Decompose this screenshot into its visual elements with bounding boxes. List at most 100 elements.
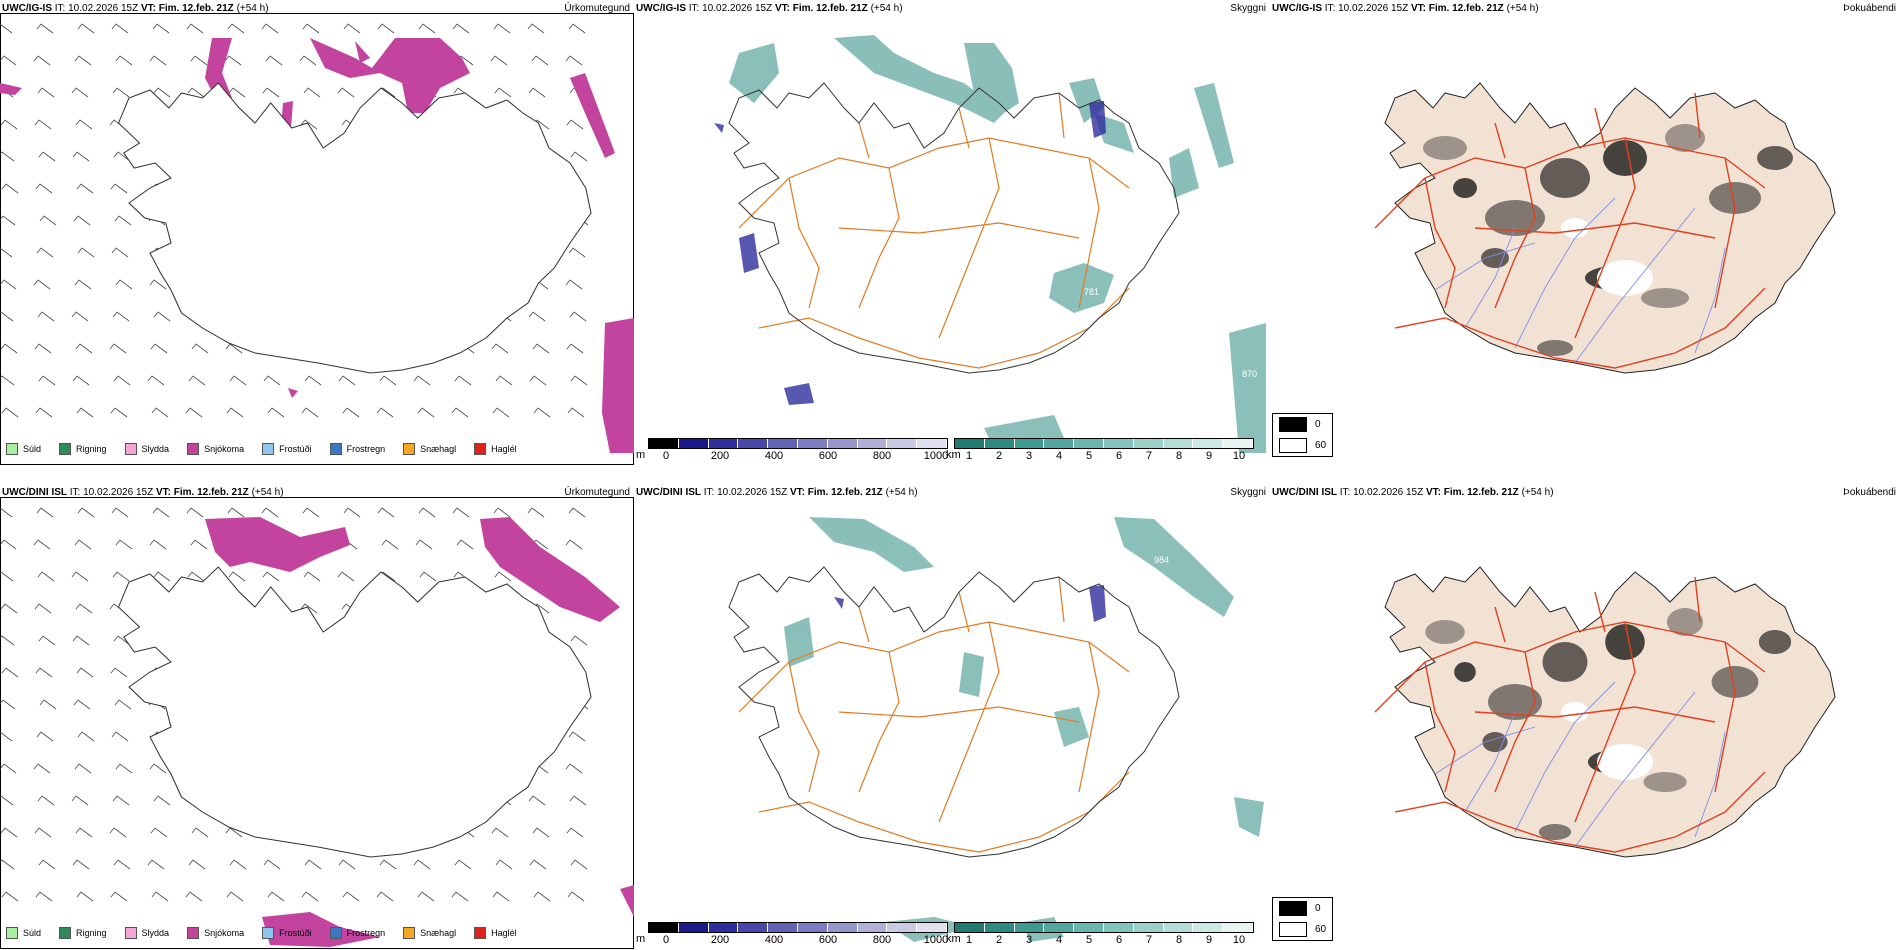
wind-barb <box>33 763 51 774</box>
colorbar-cell <box>857 439 888 448</box>
wind-barb <box>110 183 128 194</box>
legend-swatch <box>403 927 416 939</box>
road-line <box>1714 641 1736 793</box>
legend-label: Súld <box>23 928 42 938</box>
wind-barb <box>114 699 132 710</box>
wind-barb <box>36 23 54 34</box>
legend-label: Haglél <box>491 928 517 938</box>
wind-barb <box>111 247 129 258</box>
wind-barb <box>261 23 279 34</box>
road-line <box>1058 576 1065 623</box>
wind-barb <box>1 667 19 678</box>
precip-legend-item: Rigning <box>59 927 107 939</box>
fog-title: Þokuábendi <box>1843 487 1896 498</box>
wind-barb <box>379 859 397 870</box>
wind-barb <box>187 87 205 98</box>
wind-barb <box>566 119 584 130</box>
wind-barb <box>76 891 94 902</box>
wind-barb <box>186 507 204 518</box>
road-line <box>1494 122 1506 159</box>
ceiling-unit: m <box>636 933 646 945</box>
colorbar-tick-label: 0 <box>662 934 670 946</box>
legend-label: Frostúði <box>279 444 312 454</box>
colorbar-tick-label: 2 <box>995 450 1003 462</box>
colorbar-tick-label: 4 <box>1055 450 1063 462</box>
wind-barb <box>0 571 14 582</box>
colorbar-cell <box>1163 439 1194 448</box>
roads <box>738 92 1130 369</box>
glacier-area <box>1561 702 1589 722</box>
legend-label: Súld <box>23 444 42 454</box>
wind-barb <box>37 571 55 582</box>
wind-barb <box>567 891 585 902</box>
road-line <box>758 287 1130 369</box>
legend-swatch <box>474 927 487 939</box>
wind-barb <box>569 311 587 322</box>
wind-barb <box>304 859 322 870</box>
wind-barb <box>152 23 170 34</box>
wind-barb <box>301 407 319 418</box>
wind-barb <box>0 539 17 550</box>
fog-blob <box>1709 182 1761 214</box>
river-line <box>1574 207 1696 364</box>
road-line <box>858 606 870 643</box>
wind-barb <box>381 539 399 550</box>
wind-barb <box>302 507 320 518</box>
cloud-map-row2: 984 <box>728 517 1264 942</box>
fog-legend-item: 0 <box>1273 898 1332 919</box>
colorbar-tick-label: 400 <box>764 450 784 462</box>
wind-barb <box>495 375 513 386</box>
wind-barb <box>377 23 395 34</box>
colorbar-ticks: 0 200 400 600 800 1000 <box>648 933 948 946</box>
iceland-outline <box>117 566 592 858</box>
cloud-value: 781 <box>1084 287 1099 297</box>
wind-barb <box>72 635 90 646</box>
wind-barb <box>74 539 92 550</box>
ceiling-colorbar: 0 200 400 600 800 1000 <box>648 438 949 462</box>
wind-barb <box>0 119 18 130</box>
fog-legend-label: 0 <box>1315 419 1321 430</box>
road-line <box>1424 177 1456 309</box>
wind-barb <box>419 571 437 582</box>
wind-barb <box>417 407 435 418</box>
wind-barb <box>492 407 510 418</box>
glacier-area <box>1597 260 1653 296</box>
wind-barb <box>491 343 509 354</box>
wind-barb <box>39 699 57 710</box>
colorbar-cell <box>1014 923 1045 932</box>
wind-barb <box>263 859 281 870</box>
colorbar-tick-label: 2 <box>995 934 1003 946</box>
colorbar-tick-label: 1000 <box>923 450 949 462</box>
legend-label: Snjókoma <box>204 928 245 938</box>
wind-barb <box>110 407 128 418</box>
fog-legend-row2: 0 60 <box>1272 897 1334 941</box>
colorbar-tick-label: 3 <box>1025 450 1033 462</box>
wind-barb <box>75 343 93 354</box>
wind-barb <box>75 119 93 130</box>
wind-barb <box>33 55 51 66</box>
precip-legend-item: Snæhagl <box>403 927 456 939</box>
fog-legend-item: 60 <box>1273 435 1332 456</box>
precip-panel-row1: UWC/IG-IS IT: 10.02.2026 15Z VT: Fim. 12… <box>0 3 634 465</box>
wind-barb <box>109 343 127 354</box>
wind-barb <box>187 571 205 582</box>
wind-barb <box>34 119 52 130</box>
wind-barb <box>112 571 130 582</box>
colorbar-cell <box>649 923 679 932</box>
colorbar-cell <box>768 439 798 448</box>
colorbar-swatches <box>648 922 948 933</box>
wind-barb <box>38 859 56 870</box>
wind-barb <box>492 891 510 902</box>
wind-barb <box>150 827 168 838</box>
fog-legend-label: 0 <box>1315 903 1321 914</box>
river-line <box>1514 197 1616 349</box>
wind-barb <box>377 507 395 518</box>
road-line <box>1574 137 1636 339</box>
wind-barb <box>72 859 90 870</box>
wind-barb <box>493 507 511 518</box>
colorbar-tick-label: 10 <box>1232 934 1246 946</box>
fog-legend-label: 60 <box>1315 440 1327 451</box>
colorbar-cell <box>827 923 858 932</box>
wind-barb <box>531 55 549 66</box>
colorbar-cell <box>955 439 985 448</box>
